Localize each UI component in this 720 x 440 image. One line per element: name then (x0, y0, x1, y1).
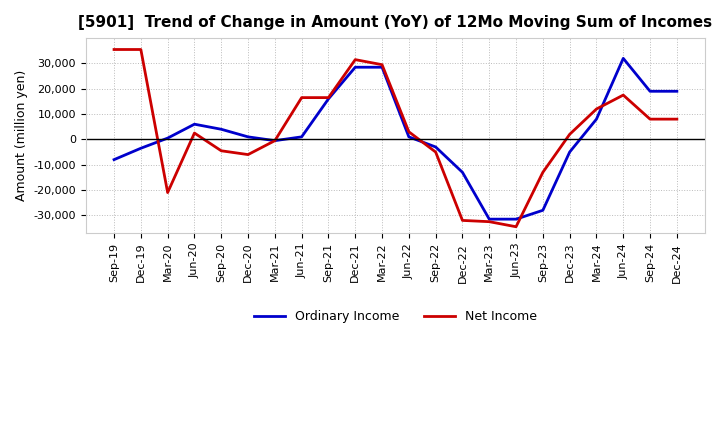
Ordinary Income (405, 134, 413, 139)
Net Income (458, 218, 467, 223)
Line: Ordinary Income: Ordinary Income (114, 59, 677, 219)
Net Income (619, 92, 628, 98)
Net Income (512, 224, 521, 229)
Ordinary Income (512, 216, 521, 222)
Net Income (351, 57, 359, 62)
Ordinary Income (324, 96, 333, 102)
Net Income (405, 129, 413, 135)
Ordinary Income (351, 65, 359, 70)
Ordinary Income (672, 88, 681, 94)
Line: Net Income: Net Income (114, 50, 677, 227)
Net Income (324, 95, 333, 100)
Net Income (565, 132, 574, 137)
Net Income (217, 148, 225, 154)
Net Income (271, 138, 279, 143)
Ordinary Income (163, 136, 172, 141)
Net Income (109, 47, 118, 52)
Ordinary Income (565, 150, 574, 155)
Net Income (190, 130, 199, 136)
Ordinary Income (431, 144, 440, 150)
Net Income (163, 190, 172, 195)
Ordinary Income (297, 134, 306, 139)
Net Income (485, 219, 494, 224)
Ordinary Income (244, 134, 253, 139)
Ordinary Income (592, 117, 600, 122)
Net Income (592, 106, 600, 112)
Net Income (378, 62, 387, 67)
Net Income (431, 150, 440, 155)
Ordinary Income (109, 157, 118, 162)
Net Income (646, 117, 654, 122)
Y-axis label: Amount (million yen): Amount (million yen) (15, 70, 28, 201)
Ordinary Income (137, 146, 145, 151)
Ordinary Income (539, 208, 547, 213)
Ordinary Income (619, 56, 628, 61)
Ordinary Income (217, 127, 225, 132)
Net Income (672, 117, 681, 122)
Ordinary Income (485, 216, 494, 222)
Title: [5901]  Trend of Change in Amount (YoY) of 12Mo Moving Sum of Incomes: [5901] Trend of Change in Amount (YoY) o… (78, 15, 713, 30)
Ordinary Income (458, 170, 467, 175)
Ordinary Income (190, 121, 199, 127)
Ordinary Income (271, 138, 279, 143)
Net Income (539, 170, 547, 175)
Legend: Ordinary Income, Net Income: Ordinary Income, Net Income (248, 305, 542, 328)
Net Income (244, 152, 253, 157)
Ordinary Income (378, 65, 387, 70)
Ordinary Income (646, 88, 654, 94)
Net Income (137, 47, 145, 52)
Net Income (297, 95, 306, 100)
